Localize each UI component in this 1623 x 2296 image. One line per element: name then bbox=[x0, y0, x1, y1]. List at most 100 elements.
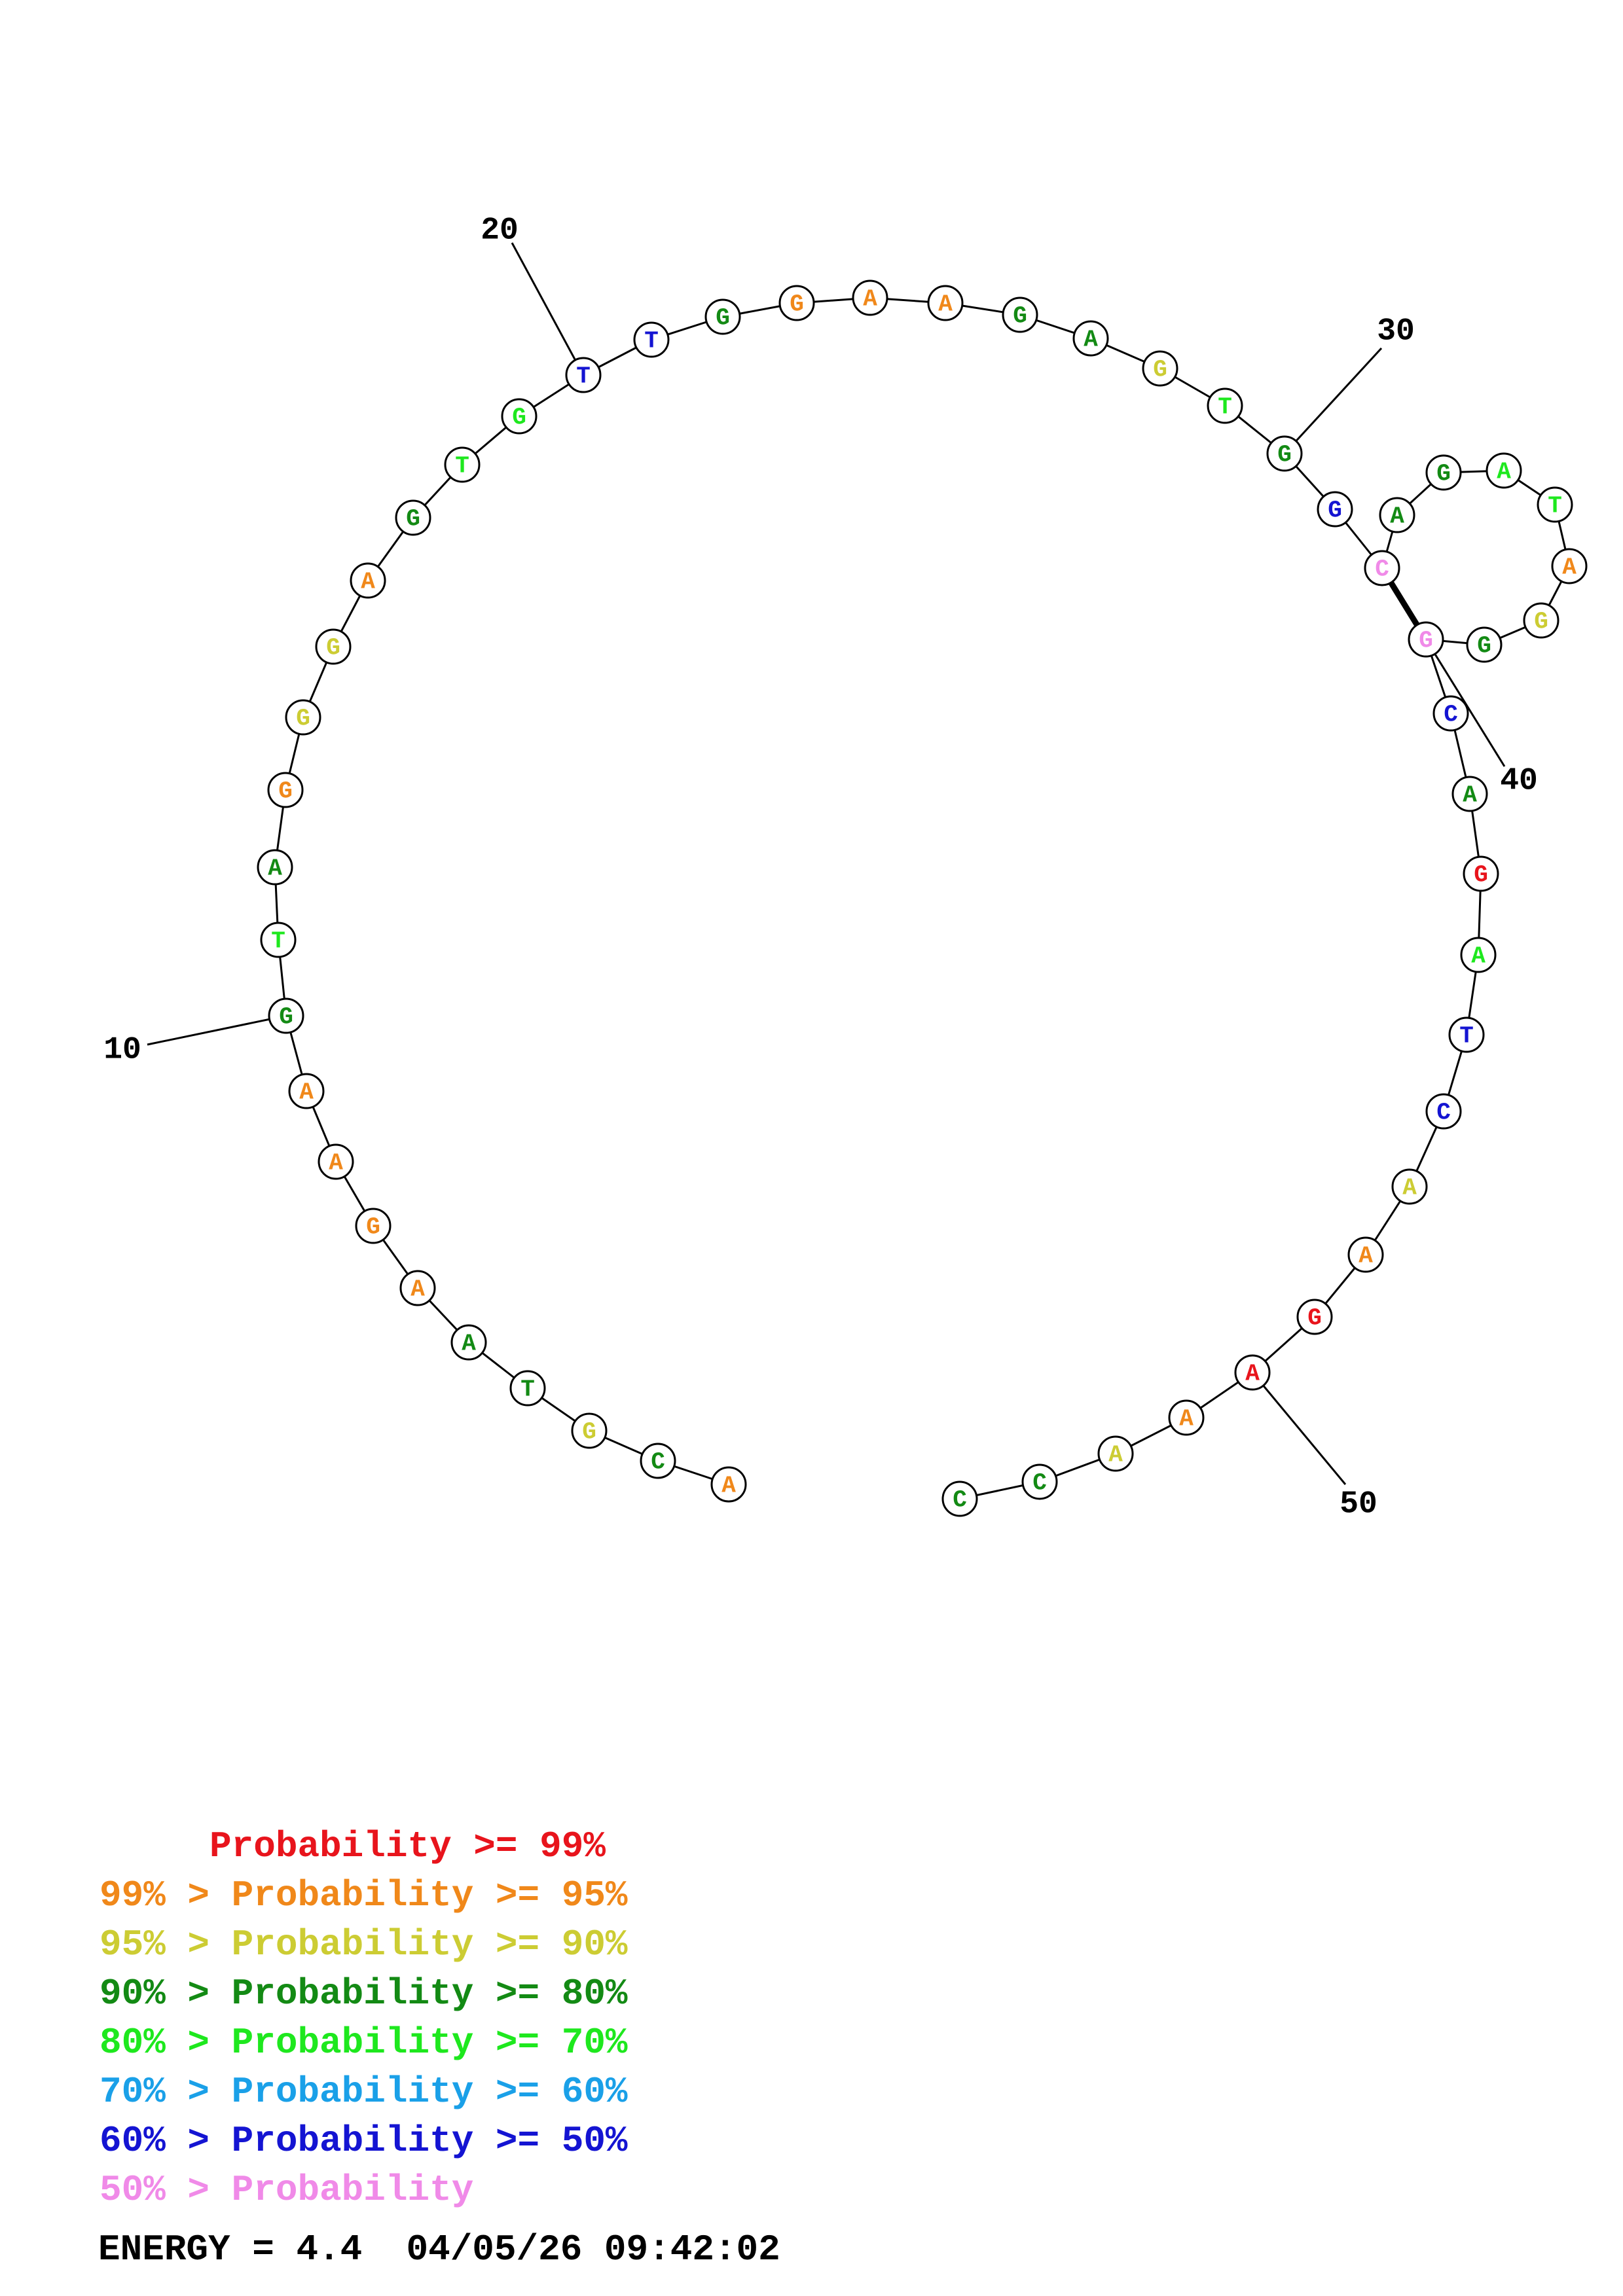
nucleotide-letter: A bbox=[361, 569, 375, 596]
nucleotide-letter: G bbox=[1013, 303, 1027, 330]
nucleotide-letter: A bbox=[721, 1473, 736, 1499]
nucleotide: T bbox=[634, 323, 668, 357]
nucleotide-letter: G bbox=[279, 1004, 293, 1031]
nucleotide: C bbox=[1427, 1094, 1461, 1128]
nucleotide-letter: A bbox=[1562, 554, 1577, 581]
nucleotide-letter: G bbox=[1477, 633, 1491, 660]
nucleotide-letter: A bbox=[1084, 327, 1098, 353]
nucleotide-letter: A bbox=[1359, 1243, 1373, 1270]
nucleotide-letter: G bbox=[406, 506, 420, 533]
nucleotide-letter: A bbox=[1471, 943, 1486, 970]
nucleotide: T bbox=[1450, 1018, 1484, 1052]
nucleotide-letter: T bbox=[455, 453, 469, 480]
nucleotide-letter: A bbox=[1179, 1406, 1194, 1433]
index-label: 10 bbox=[103, 1033, 141, 1068]
nucleotide-letter: A bbox=[1245, 1361, 1260, 1388]
index-tick bbox=[1285, 348, 1381, 454]
nucleotide: G bbox=[269, 999, 303, 1033]
index-label: 50 bbox=[1340, 1487, 1377, 1522]
nucleotide: A bbox=[1380, 498, 1414, 532]
nucleotide-letter: T bbox=[520, 1376, 535, 1403]
index-tick bbox=[512, 243, 583, 375]
nucleotide: G bbox=[1427, 456, 1461, 490]
nucleotide: A bbox=[1461, 938, 1495, 972]
nucleotide: A bbox=[1393, 1170, 1427, 1204]
nucleotide: T bbox=[566, 358, 600, 392]
nucleotide: G bbox=[1003, 298, 1037, 332]
nucleotide-letter: G bbox=[296, 706, 310, 732]
nucleotide: G bbox=[1143, 351, 1177, 386]
nucleotide-letter: G bbox=[1419, 628, 1433, 655]
nucleotide: A bbox=[351, 564, 385, 598]
nucleotide: T bbox=[1538, 488, 1572, 522]
nucleotide-letter: C bbox=[1375, 556, 1389, 583]
nucleotide: A bbox=[319, 1145, 353, 1179]
nucleotide: G bbox=[1298, 1300, 1332, 1334]
index-label: 30 bbox=[1377, 314, 1415, 350]
nucleotide-letter: G bbox=[278, 778, 293, 805]
nucleotide-letter: A bbox=[1497, 459, 1511, 486]
nucleotide: T bbox=[261, 923, 295, 957]
nucleotide-letter: A bbox=[299, 1079, 314, 1106]
nucleotide: C bbox=[1434, 696, 1468, 730]
nucleotide-letter: G bbox=[1474, 862, 1488, 889]
nucleotide: A bbox=[928, 286, 962, 320]
nucleotide: G bbox=[316, 630, 350, 664]
nucleotide-letter: T bbox=[271, 928, 285, 955]
nucleotide-letter: G bbox=[366, 1214, 380, 1241]
nucleotide: A bbox=[1552, 549, 1586, 583]
nucleotide: C bbox=[641, 1444, 675, 1478]
nucleotide-letter: A bbox=[329, 1150, 343, 1177]
nucleotide-letter: A bbox=[268, 855, 282, 882]
nucleotide-letter: G bbox=[790, 291, 804, 318]
nucleotide-letter: G bbox=[582, 1419, 596, 1446]
nucleotide: G bbox=[396, 501, 430, 535]
nucleotide: A bbox=[1487, 454, 1521, 488]
nucleotide-letter: G bbox=[1153, 357, 1167, 384]
nucleotide: T bbox=[445, 448, 479, 482]
index-label: 20 bbox=[481, 213, 519, 249]
nucleotide-letter: G bbox=[1277, 442, 1292, 469]
nucleotide-letter: A bbox=[1402, 1175, 1417, 1202]
nucleotide: G bbox=[780, 286, 814, 320]
nucleotide: G bbox=[268, 773, 302, 807]
nucleotide: G bbox=[286, 700, 320, 734]
nucleotide: A bbox=[1169, 1401, 1203, 1435]
index-tick bbox=[147, 1016, 286, 1045]
nucleotide: G bbox=[706, 300, 740, 334]
nucleotide: C bbox=[943, 1482, 977, 1516]
nucleotide-letter: A bbox=[1463, 782, 1477, 809]
nucleotide: T bbox=[1208, 389, 1242, 423]
nucleotide: A bbox=[1453, 777, 1487, 811]
nucleotide: G bbox=[1524, 603, 1558, 637]
nucleotide-letter: G bbox=[716, 305, 730, 332]
nucleotide-letter: A bbox=[462, 1331, 476, 1357]
nucleotide-letter: T bbox=[1459, 1023, 1474, 1050]
nucleotide-letter: A bbox=[1390, 503, 1404, 530]
nucleotide-letter: G bbox=[1534, 609, 1548, 636]
nucleotide: C bbox=[1023, 1465, 1057, 1499]
nucleotide: G bbox=[502, 399, 536, 433]
nucleotide: A bbox=[1349, 1238, 1383, 1272]
nucleotide-letter: C bbox=[953, 1487, 967, 1514]
nucleotide: A bbox=[258, 850, 292, 884]
nucleotide: G bbox=[1267, 437, 1302, 471]
nucleotide-letter: C bbox=[1436, 1100, 1451, 1126]
nucleotide: T bbox=[511, 1371, 545, 1405]
nucleotide-letter: C bbox=[1032, 1470, 1047, 1497]
nucleotide: G bbox=[572, 1414, 606, 1448]
nucleotide: A bbox=[712, 1467, 746, 1501]
nucleotide: G bbox=[1464, 857, 1498, 891]
nucleotide-letter: G bbox=[1328, 497, 1342, 524]
nucleotide-letter: G bbox=[1436, 461, 1451, 488]
nucleotide-letter: A bbox=[1108, 1442, 1123, 1469]
nucleotide: A bbox=[1099, 1437, 1133, 1471]
nucleotide-letter: C bbox=[651, 1449, 665, 1476]
index-tick bbox=[1252, 1372, 1345, 1484]
nucleotide-letter: T bbox=[1548, 493, 1562, 520]
nucleotide-letter: A bbox=[863, 286, 877, 313]
nucleotide: G bbox=[1467, 628, 1501, 662]
nucleotide: A bbox=[289, 1074, 323, 1108]
